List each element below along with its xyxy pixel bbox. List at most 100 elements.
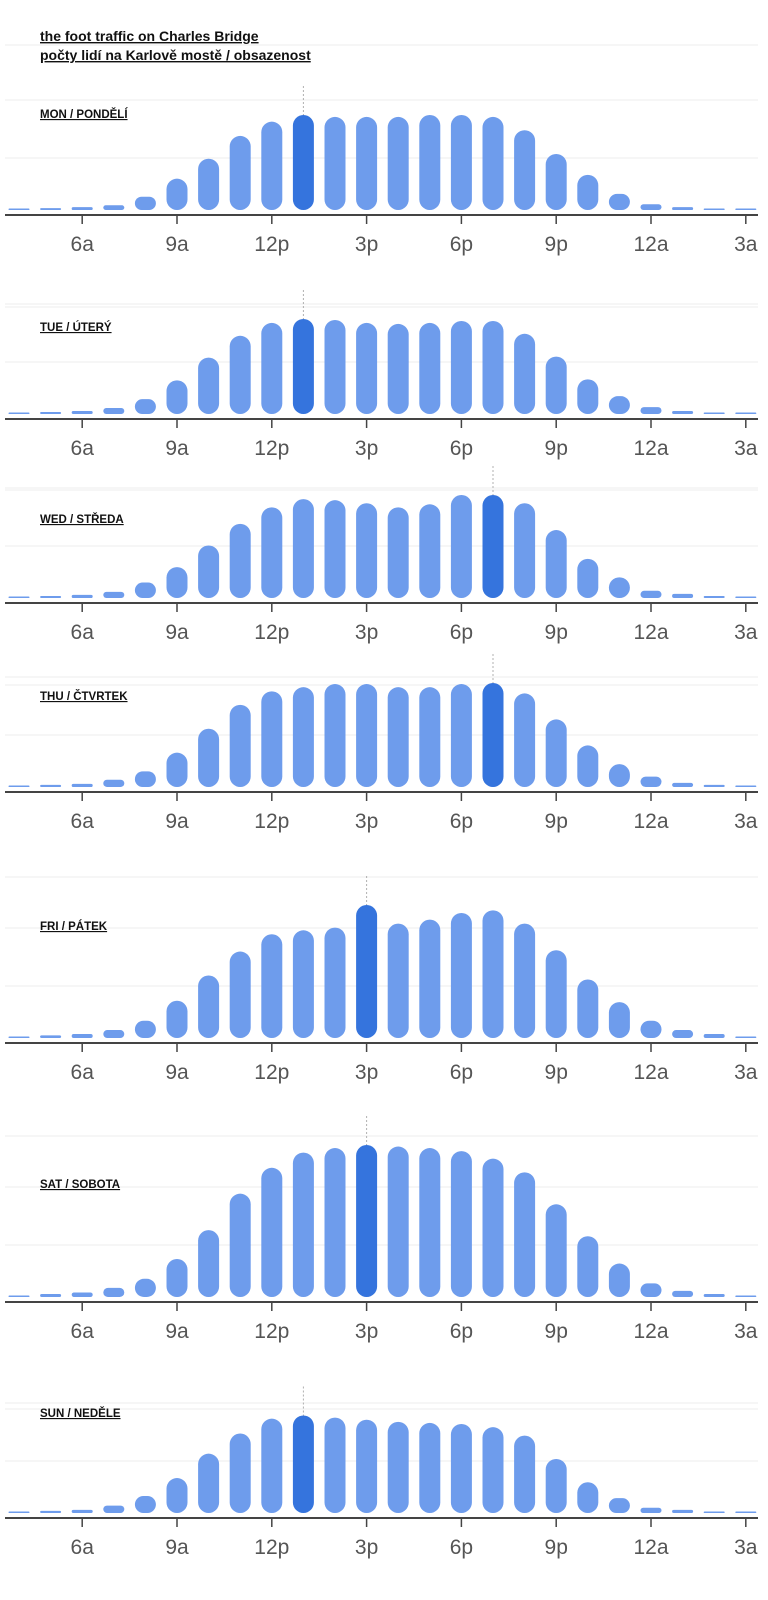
bar bbox=[166, 1478, 188, 1513]
x-tick-label: 3p bbox=[355, 1061, 378, 1084]
bar bbox=[545, 153, 567, 210]
bar bbox=[703, 595, 725, 598]
bar bbox=[703, 412, 725, 414]
bar bbox=[324, 500, 346, 598]
bar bbox=[229, 523, 251, 598]
bar bbox=[608, 396, 630, 414]
bar bbox=[703, 208, 725, 210]
bar bbox=[261, 1418, 283, 1513]
bar bbox=[419, 504, 441, 598]
day-label: TUE / ÚTERÝ bbox=[40, 321, 112, 334]
bar bbox=[514, 693, 536, 787]
bar bbox=[577, 1236, 599, 1297]
bar bbox=[450, 912, 472, 1038]
x-tick-label: 12a bbox=[633, 233, 668, 256]
bar bbox=[356, 322, 378, 414]
bar bbox=[134, 771, 156, 787]
bar bbox=[608, 193, 630, 210]
chart-title: the foot traffic on Charles Bridge bbox=[40, 28, 259, 44]
x-tick-label: 6a bbox=[71, 1320, 95, 1343]
bar bbox=[514, 130, 536, 210]
bar bbox=[324, 319, 346, 414]
x-tick-label: 9a bbox=[165, 437, 189, 460]
bar bbox=[387, 323, 409, 414]
x-tick-label: 6p bbox=[450, 1536, 473, 1559]
bar bbox=[40, 784, 62, 787]
day-panel-2: 6a 9a 12p 3p 6p 9p 12a 3a WED / STŘEDA bbox=[5, 466, 758, 644]
x-tick-label: 12a bbox=[633, 1536, 668, 1559]
bar bbox=[482, 116, 504, 210]
bar bbox=[8, 1511, 30, 1513]
bar bbox=[103, 408, 125, 414]
x-tick-label: 9a bbox=[165, 621, 189, 644]
bar bbox=[703, 1293, 725, 1297]
bar bbox=[40, 208, 62, 210]
bar bbox=[545, 950, 567, 1038]
bar bbox=[71, 783, 93, 787]
x-tick-label: 9a bbox=[165, 1061, 189, 1084]
x-tick-label: 9p bbox=[545, 233, 568, 256]
x-tick-label: 9p bbox=[545, 1536, 568, 1559]
x-tick-label: 12p bbox=[254, 1061, 289, 1084]
bar bbox=[577, 1482, 599, 1513]
bar bbox=[229, 704, 251, 787]
bar bbox=[514, 1172, 536, 1297]
bar bbox=[545, 356, 567, 414]
x-tick-label: 12p bbox=[254, 233, 289, 256]
bar bbox=[166, 380, 188, 414]
x-tick-label: 3p bbox=[355, 810, 378, 833]
bar bbox=[8, 1295, 30, 1297]
bar bbox=[450, 1423, 472, 1513]
bar bbox=[419, 115, 441, 210]
bar bbox=[103, 1505, 125, 1513]
bar bbox=[198, 1453, 220, 1513]
bar bbox=[545, 1458, 567, 1513]
x-tick-label: 12p bbox=[254, 810, 289, 833]
bar bbox=[261, 1167, 283, 1297]
bar bbox=[324, 116, 346, 210]
bar bbox=[198, 1230, 220, 1297]
bar bbox=[71, 1034, 93, 1038]
bar bbox=[419, 919, 441, 1038]
bar bbox=[356, 116, 378, 210]
bar bbox=[482, 320, 504, 414]
bar bbox=[450, 495, 472, 598]
x-tick-label: 12p bbox=[254, 1536, 289, 1559]
bar bbox=[261, 322, 283, 414]
x-tick-label: 9p bbox=[545, 621, 568, 644]
bar bbox=[703, 1034, 725, 1038]
bar bbox=[8, 596, 30, 598]
x-tick-label: 6p bbox=[450, 233, 473, 256]
bar-peak bbox=[482, 495, 504, 598]
chart-subtitle: počty lidí na Karlově mostě / obsazenost bbox=[40, 47, 311, 63]
bar-peak bbox=[356, 1145, 378, 1297]
bar bbox=[229, 135, 251, 210]
bar bbox=[545, 530, 567, 598]
bar bbox=[703, 1511, 725, 1513]
bar bbox=[134, 1020, 156, 1038]
x-tick-label: 3p bbox=[355, 1320, 378, 1343]
bar bbox=[672, 1509, 694, 1513]
x-tick-label: 3a bbox=[734, 1320, 758, 1343]
bar bbox=[40, 412, 62, 414]
bar bbox=[450, 115, 472, 210]
bar bbox=[292, 930, 314, 1038]
day-panel-3: 6a 9a 12p 3p 6p 9p 12a 3a THU / ČTVRTEK bbox=[5, 654, 758, 833]
bar bbox=[545, 1204, 567, 1297]
x-tick-label: 6p bbox=[450, 437, 473, 460]
x-tick-label: 12p bbox=[254, 437, 289, 460]
bar bbox=[8, 785, 30, 787]
bar bbox=[387, 116, 409, 210]
day-label: FRI / PÁTEK bbox=[40, 920, 108, 933]
bar bbox=[292, 687, 314, 787]
bar bbox=[514, 923, 536, 1038]
x-tick-label: 9a bbox=[165, 810, 189, 833]
bar bbox=[134, 399, 156, 414]
bar bbox=[166, 1000, 188, 1038]
x-tick-label: 12a bbox=[633, 437, 668, 460]
bar bbox=[71, 411, 93, 414]
bar bbox=[482, 910, 504, 1038]
bar bbox=[324, 1417, 346, 1513]
x-tick-label: 3a bbox=[734, 437, 758, 460]
x-tick-label: 6p bbox=[450, 810, 473, 833]
